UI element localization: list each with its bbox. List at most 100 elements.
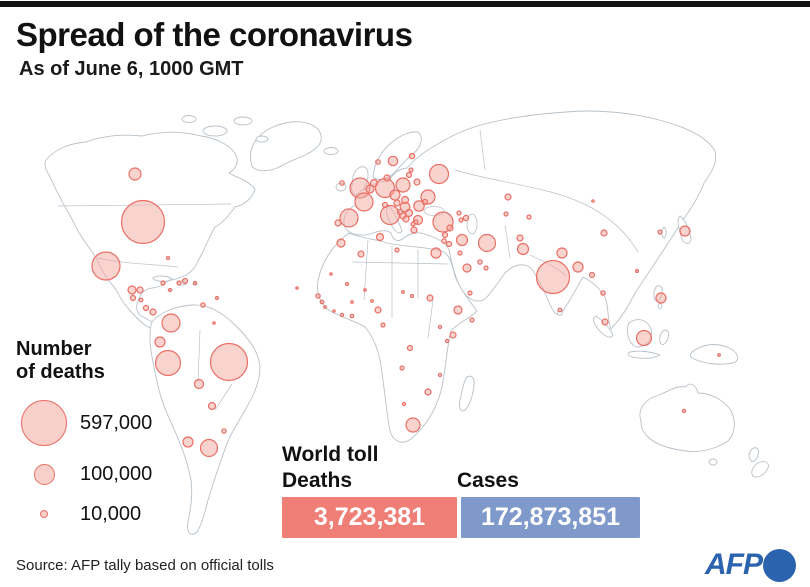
- death-bubble: [319, 299, 325, 305]
- death-bubble: [401, 401, 407, 407]
- death-bubble: [601, 318, 609, 326]
- death-bubble: [449, 331, 457, 339]
- death-bubble: [457, 250, 463, 256]
- death-bubble: [383, 174, 391, 182]
- death-bubble: [176, 280, 182, 286]
- death-bubble: [182, 436, 194, 448]
- death-bubble: [444, 338, 450, 344]
- death-bubble: [375, 159, 381, 165]
- death-bubble: [445, 240, 453, 248]
- death-bubble: [477, 233, 497, 253]
- deaths-value-box: 3,723,381: [282, 497, 457, 538]
- death-bubble: [428, 163, 450, 185]
- death-bubble: [154, 336, 166, 348]
- death-bubble: [350, 300, 354, 304]
- death-bubble: [404, 208, 414, 218]
- death-bubble: [120, 199, 166, 245]
- death-bubble: [408, 167, 414, 173]
- afp-globe-icon: [763, 548, 796, 582]
- death-bubble: [381, 201, 389, 209]
- death-bubbles: [91, 152, 721, 458]
- death-bubble: [127, 285, 137, 295]
- death-bubble: [477, 259, 483, 265]
- death-bubble: [413, 178, 421, 186]
- death-bubble: [339, 208, 359, 228]
- death-bubble: [456, 210, 462, 216]
- legend-circle-large: [21, 400, 67, 446]
- death-bubble: [380, 322, 386, 328]
- death-bubble: [401, 290, 405, 294]
- footer: Source: AFP tally based on official toll…: [0, 546, 810, 587]
- death-bubble: [128, 167, 142, 181]
- death-bubble: [455, 233, 469, 247]
- death-bubble: [441, 231, 449, 239]
- afp-logo: AFP: [705, 548, 796, 582]
- death-bubble: [323, 305, 327, 309]
- death-bubble: [409, 293, 415, 299]
- death-bubble: [591, 199, 595, 203]
- death-bubble: [334, 219, 342, 227]
- death-bubble: [516, 242, 530, 256]
- death-bubble: [406, 344, 414, 352]
- death-bubble: [410, 226, 418, 234]
- death-bubble: [375, 232, 385, 242]
- death-bubble: [363, 288, 367, 292]
- death-bubble: [181, 277, 189, 285]
- death-bubble: [370, 299, 374, 303]
- death-bubble: [154, 349, 182, 377]
- death-bubble: [535, 259, 571, 295]
- death-bubble: [200, 302, 206, 308]
- legend-row-large: 597,000: [16, 394, 152, 452]
- source-note: Source: AFP tally based on official toll…: [16, 557, 274, 574]
- death-bubble: [483, 265, 489, 271]
- death-bubble: [679, 225, 691, 237]
- death-bubble: [588, 271, 596, 279]
- cases-label: Cases: [457, 469, 519, 492]
- death-bubble: [426, 294, 434, 302]
- death-bubble: [336, 238, 346, 248]
- death-bubble: [395, 177, 411, 193]
- legend-circle-wrap: [16, 463, 72, 485]
- death-bubble: [339, 180, 345, 186]
- death-bubble: [405, 171, 413, 179]
- legend-circle-wrap: [16, 510, 72, 518]
- page-title: Spread of the coronavirus: [16, 16, 413, 53]
- legend-title: Number of deaths: [16, 338, 152, 384]
- death-bubble: [357, 250, 365, 258]
- death-bubble: [446, 224, 454, 232]
- cases-value-box: 172,873,851: [461, 497, 640, 538]
- legend-value-large: 597,000: [80, 411, 153, 434]
- page-subtitle: As of June 6, 1000 GMT: [19, 58, 244, 80]
- death-bubble: [453, 305, 463, 315]
- death-bubble: [209, 342, 249, 382]
- legend-value-small: 10,000: [80, 502, 142, 525]
- death-bubble: [387, 155, 399, 167]
- death-bubble: [405, 417, 421, 433]
- death-bubble: [408, 152, 416, 160]
- death-bubble: [379, 204, 401, 226]
- death-bubble: [129, 294, 137, 302]
- death-bubble: [503, 211, 509, 217]
- death-bubble: [400, 195, 410, 205]
- legend-circle-wrap: [16, 400, 72, 446]
- death-bubble: [399, 365, 405, 371]
- afp-logo-text: AFP: [705, 548, 763, 581]
- death-bubble: [467, 290, 473, 296]
- world-toll-panel: World toll Deaths 3,723,381 Cases 172,87…: [282, 442, 640, 538]
- death-bubble: [655, 292, 667, 304]
- legend-title-line1: Number: [16, 338, 92, 360]
- header: Spread of the coronavirus As of June 6, …: [16, 16, 413, 81]
- deaths-column: World toll Deaths 3,723,381: [282, 442, 457, 538]
- death-bubble: [349, 313, 355, 319]
- legend-row-small: 10,000: [16, 496, 152, 532]
- death-bubble: [572, 261, 584, 273]
- death-bubble: [462, 214, 470, 222]
- death-bubble: [136, 286, 144, 294]
- death-bubble: [354, 192, 374, 212]
- death-bubble: [717, 353, 721, 357]
- death-bubble: [516, 234, 524, 242]
- death-bubble: [142, 304, 150, 312]
- death-bubble: [557, 307, 563, 313]
- legend-circle-small: [40, 510, 48, 518]
- death-bubble: [556, 247, 568, 259]
